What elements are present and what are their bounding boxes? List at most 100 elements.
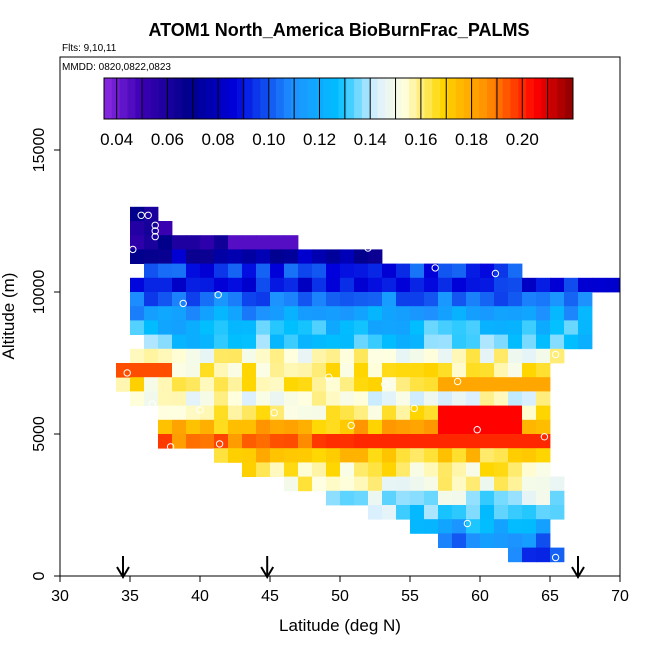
- colorbar-segment: [229, 78, 238, 119]
- x-tick-label: 55: [401, 588, 419, 605]
- profile-point: [151, 227, 159, 235]
- heatmap-cell: [480, 363, 495, 378]
- profile-point: [463, 519, 472, 528]
- heatmap-cell: [368, 405, 383, 421]
- heatmap-cell: [214, 320, 229, 335]
- colorbar-segment: [494, 78, 504, 119]
- heatmap-cell: [158, 277, 173, 293]
- heatmap-cell: [340, 448, 355, 463]
- heatmap-cell: [354, 263, 369, 279]
- heatmap-cell: [396, 405, 411, 421]
- heatmap-cell: [298, 363, 313, 378]
- heatmap-cell: [480, 434, 495, 449]
- colorbar-segment: [565, 78, 574, 119]
- heatmap-cell: [494, 292, 509, 307]
- heatmap-cell: [256, 348, 271, 364]
- heatmap-cell: [256, 419, 271, 435]
- colorbar-segment: [447, 78, 457, 119]
- heatmap-cell: [452, 306, 467, 321]
- heatmap-cell: [382, 490, 397, 506]
- heatmap-cell: [424, 277, 439, 293]
- heatmap-cell: [242, 306, 257, 321]
- heatmap-cell: [452, 434, 467, 449]
- colorbar-segment: [377, 78, 386, 119]
- heatmap-cell: [466, 405, 481, 421]
- heatmap-cell: [396, 462, 411, 477]
- heatmap-cell: [452, 405, 467, 421]
- heatmap-cell: [326, 391, 341, 406]
- heatmap-cell: [508, 448, 523, 463]
- heatmap-cell: [564, 320, 579, 335]
- heatmap-cell: [256, 292, 271, 307]
- heatmap-cell: [438, 419, 453, 435]
- colorbar-segment: [385, 78, 394, 119]
- heatmap-cell: [354, 348, 369, 364]
- profile-point: [166, 443, 175, 451]
- heatmap-cell: [396, 348, 411, 364]
- colorbar-segment: [369, 78, 379, 119]
- heatmap-cell: [494, 519, 509, 534]
- heatmap-cell: [410, 292, 425, 307]
- heatmap-cell: [354, 377, 369, 392]
- heatmap-cell: [536, 363, 551, 378]
- heatmap-cell: [466, 391, 481, 406]
- heatmap-cell: [242, 277, 257, 293]
- colorbar-segment: [127, 78, 136, 119]
- profile-point: [410, 404, 418, 413]
- heatmap-cell: [298, 320, 313, 335]
- heatmap-cell: [466, 334, 481, 350]
- heatmap-cell: [270, 377, 285, 392]
- heatmap-cell: [242, 292, 257, 307]
- profile-point: [540, 433, 549, 441]
- heatmap-cell: [368, 292, 383, 307]
- heatmap-cell: [186, 263, 201, 279]
- heatmap-cell: [312, 320, 327, 335]
- heatmap-cell: [508, 348, 523, 364]
- heatmap-cell: [452, 462, 467, 477]
- heatmap-cell: [186, 334, 201, 350]
- heatmap-cell: [256, 434, 271, 449]
- heatmap-cell: [424, 462, 439, 477]
- flights-label: Flts: 9,10,11: [62, 43, 117, 54]
- colorbar-segment: [479, 78, 488, 119]
- heatmap-cell: [326, 348, 341, 364]
- heatmap-cell: [396, 377, 411, 392]
- colorbar-tick-label: 0.10: [252, 130, 285, 149]
- colorbar-frame: [103, 77, 574, 120]
- heatmap-cells: [116, 206, 621, 563]
- heatmap-cell: [438, 277, 453, 293]
- heatmap-cell: [340, 334, 355, 350]
- heatmap-cell: [452, 419, 467, 435]
- heatmap-cell: [326, 490, 341, 506]
- colorbar-segment: [213, 78, 222, 119]
- heatmap-cell: [494, 306, 509, 321]
- heatmap-cell: [242, 391, 257, 406]
- heatmap-cell: [522, 391, 537, 406]
- heatmap-cell: [410, 405, 425, 421]
- heatmap-cell: [144, 363, 159, 378]
- heatmap-cell: [368, 462, 383, 477]
- heatmap-cell: [228, 391, 243, 406]
- heatmap-cell: [410, 363, 425, 378]
- heatmap-cell: [480, 533, 495, 548]
- heatmap-cell: [256, 320, 271, 335]
- heatmap-cell: [536, 519, 551, 534]
- heatmap-cell: [438, 405, 453, 421]
- x-tick-label: 45: [261, 588, 279, 605]
- heatmap-cell: [312, 448, 327, 463]
- heatmap-cell: [452, 490, 467, 506]
- heatmap-cell: [284, 306, 299, 321]
- heatmap-cell: [172, 348, 187, 364]
- heatmap-cell: [424, 490, 439, 506]
- colorbar-segment: [268, 78, 277, 119]
- heatmap-cell: [340, 405, 355, 421]
- colorbar-segment: [354, 78, 363, 119]
- heatmap-cell: [130, 363, 145, 378]
- heatmap-cell: [494, 277, 509, 293]
- heatmap-cell: [298, 476, 313, 492]
- heatmap-cell: [158, 348, 173, 364]
- heatmap-cell: [424, 306, 439, 321]
- heatmap-cell: [116, 363, 131, 378]
- heatmap-cell: [522, 320, 537, 335]
- heatmap-cell: [508, 462, 523, 477]
